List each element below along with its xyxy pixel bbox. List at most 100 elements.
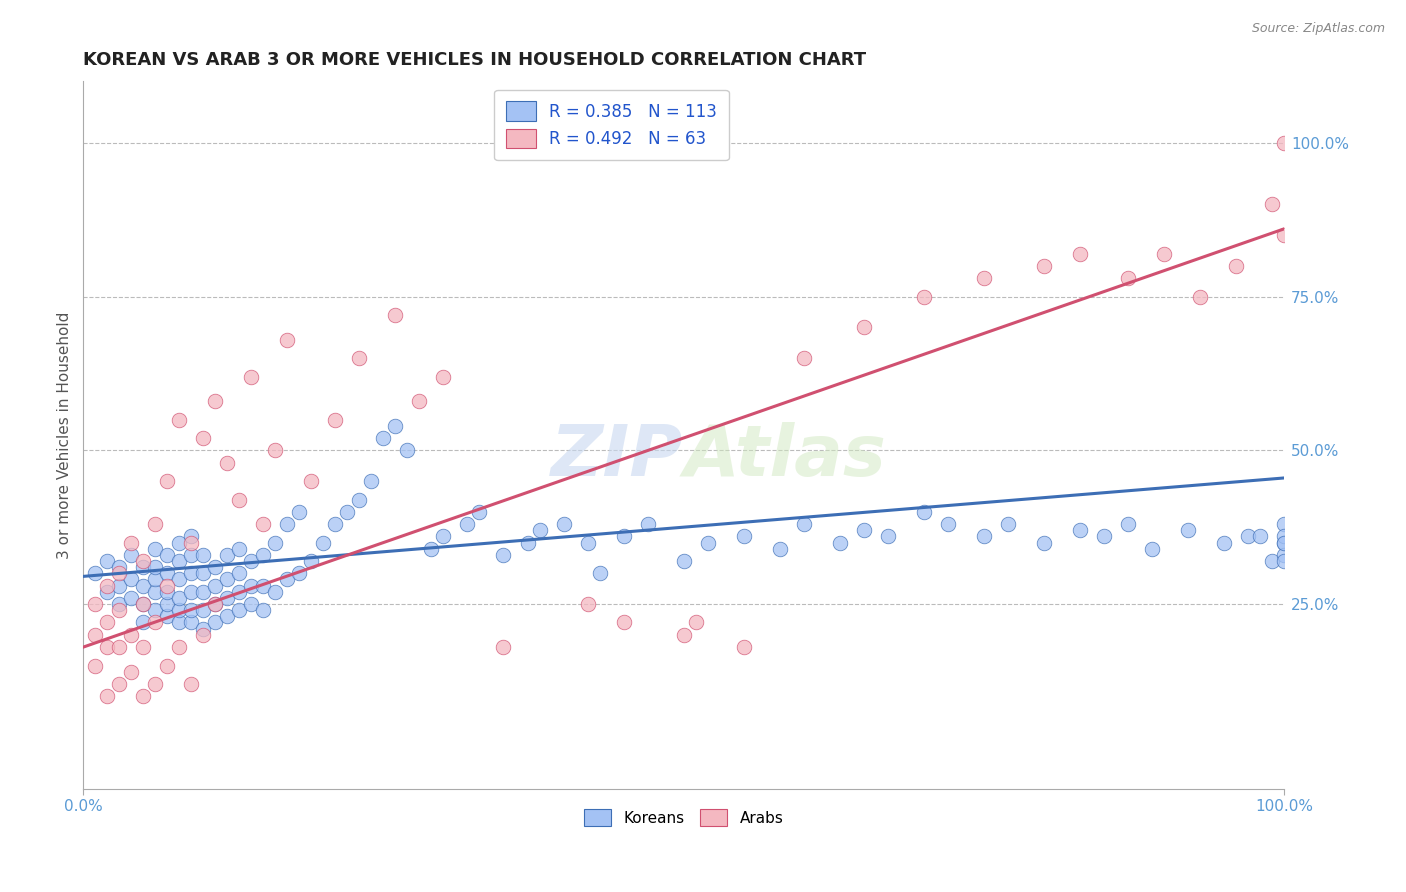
Point (96, 554, 118, 568)
Point (96, 640, 118, 654)
Point (143, 677, 166, 691)
Point (1177, 523, 1199, 537)
Point (96, 578, 118, 592)
Point (240, 369, 263, 384)
Point (120, 535, 142, 549)
Point (1116, 271, 1139, 285)
Point (276, 517, 298, 532)
Point (299, 554, 322, 568)
Text: KOREAN VS ARAB 3 OR MORE VEHICLES IN HOUSEHOLD CORRELATION CHART: KOREAN VS ARAB 3 OR MORE VEHICLES IN HOU… (83, 51, 866, 69)
Point (1272, 228, 1295, 243)
Point (252, 603, 274, 617)
Point (1092, 529, 1115, 543)
Point (612, 529, 634, 543)
Legend: Koreans, Arabs: Koreans, Arabs (576, 801, 792, 834)
Point (156, 597, 179, 611)
Point (108, 677, 131, 691)
Point (384, 418, 406, 433)
Point (204, 597, 226, 611)
Point (912, 289, 935, 303)
Point (169, 615, 191, 630)
Point (733, 529, 755, 543)
Point (228, 566, 250, 581)
Point (169, 535, 191, 549)
Point (228, 603, 250, 617)
Point (143, 573, 166, 587)
Point (217, 591, 239, 605)
Point (384, 308, 406, 322)
Point (84, 597, 107, 611)
Point (169, 591, 191, 605)
Point (108, 560, 131, 574)
Point (1032, 259, 1054, 273)
Point (143, 615, 166, 630)
Point (828, 535, 851, 549)
Point (193, 584, 215, 599)
Point (852, 320, 875, 334)
Point (349, 351, 371, 365)
Point (193, 431, 215, 445)
Point (120, 573, 142, 587)
Point (132, 578, 155, 592)
Y-axis label: 3 or more Vehicles in Household: 3 or more Vehicles in Household (58, 311, 72, 558)
Point (132, 640, 155, 654)
Point (793, 517, 815, 532)
Point (516, 535, 538, 549)
Point (936, 517, 959, 532)
Point (84, 658, 107, 673)
Point (793, 351, 815, 365)
Point (180, 584, 202, 599)
Point (143, 584, 166, 599)
Point (132, 554, 155, 568)
Point (156, 578, 179, 592)
Point (156, 548, 179, 562)
Point (912, 505, 935, 519)
Point (1272, 554, 1295, 568)
Point (312, 535, 335, 549)
Point (143, 517, 166, 532)
Point (288, 505, 311, 519)
Point (180, 615, 202, 630)
Point (1069, 523, 1091, 537)
Point (733, 640, 755, 654)
Point (193, 622, 215, 636)
Point (228, 541, 250, 556)
Point (240, 597, 263, 611)
Point (276, 573, 298, 587)
Point (408, 394, 430, 409)
Point (973, 271, 995, 285)
Point (576, 597, 599, 611)
Point (180, 548, 202, 562)
Point (180, 535, 202, 549)
Point (204, 394, 226, 409)
Point (1225, 259, 1247, 273)
Text: Source: ZipAtlas.com: Source: ZipAtlas.com (1251, 22, 1385, 36)
Point (1140, 541, 1163, 556)
Point (973, 529, 995, 543)
Point (204, 560, 226, 574)
Point (696, 535, 718, 549)
Point (132, 615, 155, 630)
Point (1272, 535, 1295, 549)
Point (1212, 535, 1234, 549)
Point (637, 517, 659, 532)
Point (132, 597, 155, 611)
Point (1272, 548, 1295, 562)
Point (1188, 289, 1211, 303)
Point (228, 584, 250, 599)
Point (468, 505, 491, 519)
Point (217, 456, 239, 470)
Point (420, 541, 443, 556)
Point (193, 628, 215, 642)
Point (432, 529, 454, 543)
Point (120, 665, 142, 679)
Point (336, 505, 359, 519)
Point (156, 474, 179, 488)
Point (143, 541, 166, 556)
Point (1116, 517, 1139, 532)
Point (288, 566, 311, 581)
Point (193, 548, 215, 562)
Text: ZIP: ZIP (551, 422, 683, 491)
Point (492, 640, 515, 654)
Point (299, 474, 322, 488)
